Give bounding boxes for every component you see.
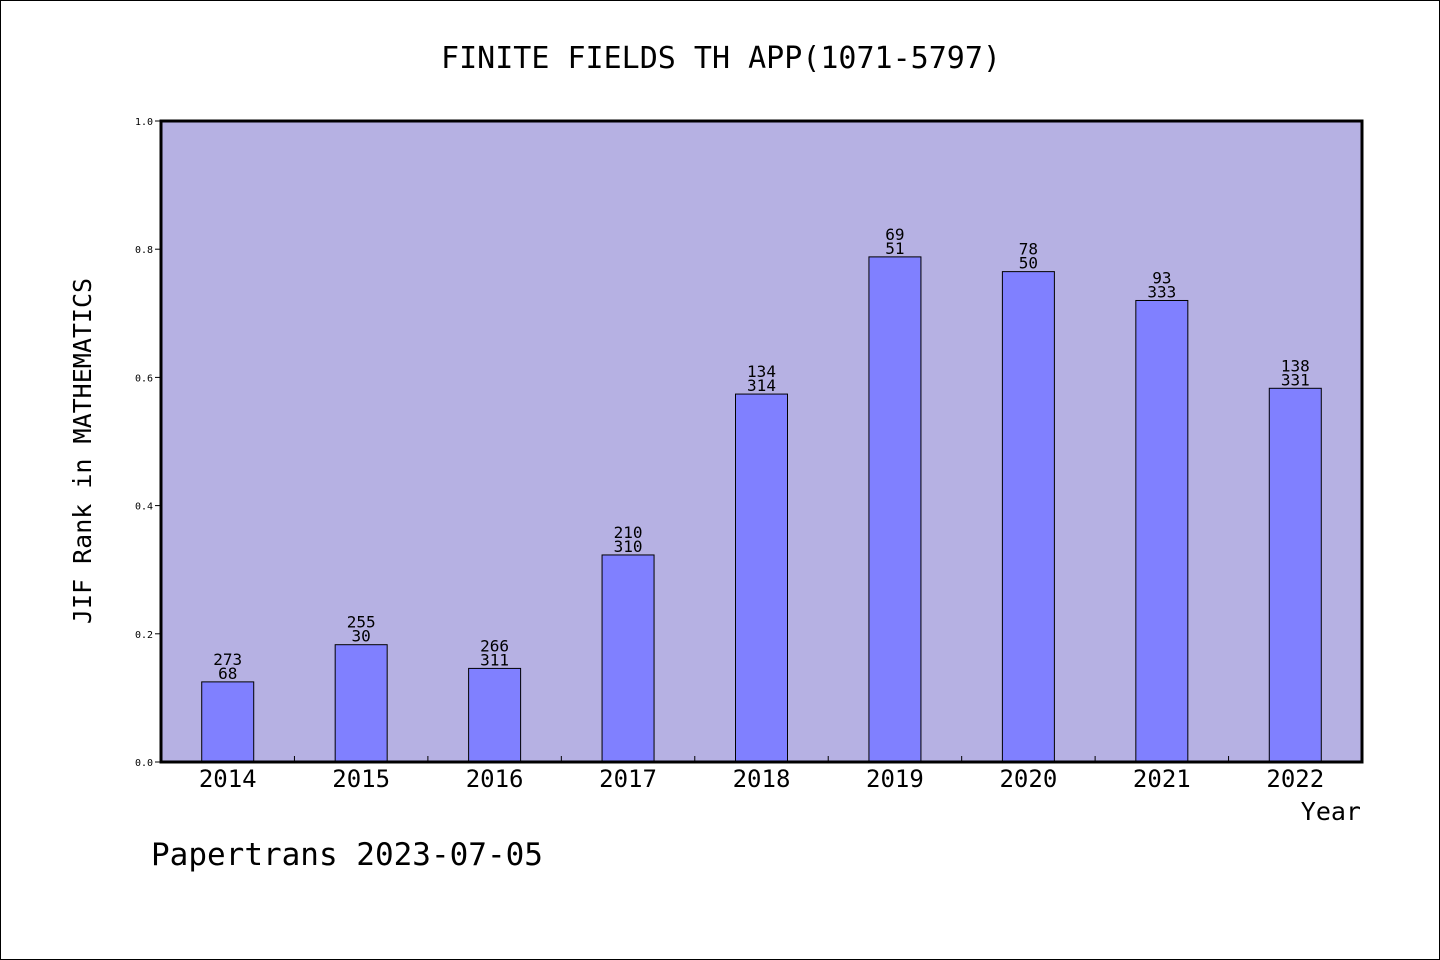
bar-label-top-2022: 138 — [1281, 356, 1310, 375]
bar-2018 — [735, 393, 788, 763]
x-tick-label-2021: 2021 — [1133, 765, 1191, 793]
bar-label-top-2019: 69 — [885, 225, 904, 244]
plot-frame — [159, 119, 1364, 764]
bar-2021 — [1135, 299, 1189, 763]
bar-2020 — [1001, 271, 1055, 763]
bar-label-bottom-2017: 310 — [614, 537, 643, 556]
bar-label-bottom-2015: 30 — [352, 627, 371, 646]
bar-label-bottom-2019: 51 — [885, 239, 904, 258]
bar-2019 — [868, 256, 922, 763]
y-tick-label: 0.6 — [135, 373, 153, 384]
x-tick-label-2019: 2019 — [866, 765, 924, 793]
y-tick-label: 0.4 — [135, 502, 153, 513]
bar-2022 — [1268, 387, 1322, 763]
bar-label-bottom-2016: 311 — [480, 650, 509, 669]
bar-label-top-2014: 273 — [213, 650, 242, 669]
x-tick-label-2016: 2016 — [466, 765, 524, 793]
bar-2014 — [201, 681, 255, 763]
bar-2017 — [601, 554, 655, 763]
x-axis-label: Year — [1301, 797, 1361, 826]
bar-label-top-2017: 210 — [614, 523, 643, 542]
x-tick-label-2017: 2017 — [599, 765, 657, 793]
bar-label-top-2021: 93 — [1152, 268, 1171, 287]
bar-label-top-2015: 255 — [347, 613, 376, 632]
y-tick-label: 1.0 — [135, 117, 153, 128]
x-tick-label-2015: 2015 — [332, 765, 390, 793]
bar-2016 — [468, 667, 522, 763]
chart-title: FINITE FIELDS TH APP(1071-5797) — [441, 41, 1001, 76]
x-tick-label-2020: 2020 — [999, 765, 1057, 793]
y-axis-ticks: 0.0 0.2 0.4 0.6 0.8 1.0 — [135, 117, 161, 769]
x-tick-label-2022: 2022 — [1266, 765, 1324, 793]
x-tick-label-2014: 2014 — [199, 765, 257, 793]
bar-label-bottom-2020: 50 — [1019, 254, 1038, 273]
bar-label-top-2020: 78 — [1019, 240, 1038, 259]
y-tick-label: 0.0 — [135, 758, 153, 769]
bar-label-bottom-2021: 333 — [1147, 282, 1176, 301]
bars-layer — [201, 256, 1322, 763]
x-axis-tick-labels: 2014 2015 2016 2017 2018 2019 2020 2021 2022 — [199, 765, 1324, 793]
y-axis-label: JIF Rank in MATHEMATICS — [68, 278, 97, 624]
bar-label-bottom-2018: 314 — [747, 376, 776, 395]
y-tick-label: 0.8 — [135, 245, 153, 256]
x-tick-label-2018: 2018 — [733, 765, 791, 793]
bar-label-top-2018: 134 — [747, 362, 776, 381]
bar-label-bottom-2022: 331 — [1281, 370, 1310, 389]
bar-label-bottom-2014: 68 — [218, 664, 237, 683]
y-tick-label: 0.2 — [135, 630, 153, 641]
bar-label-top-2016: 266 — [480, 636, 509, 655]
footer-stamp: Papertrans 2023-07-05 — [151, 837, 543, 873]
bar-2015 — [334, 644, 388, 763]
